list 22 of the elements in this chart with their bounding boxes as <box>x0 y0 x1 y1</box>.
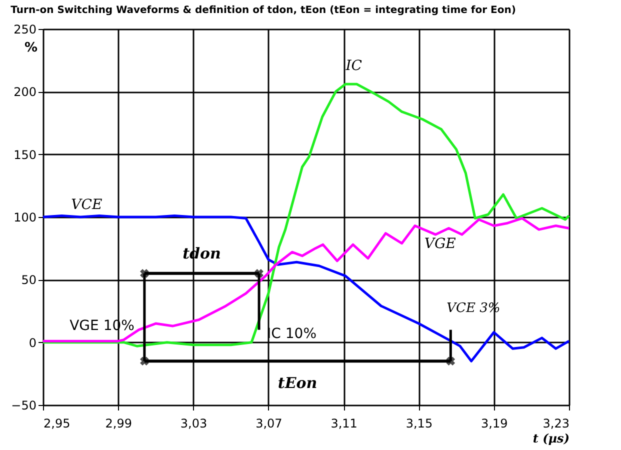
annotation: VGE <box>424 236 456 252</box>
x-tick-label: 3,15 <box>406 416 433 430</box>
annotation: VCE <box>71 197 102 213</box>
x-tick-label: 3,19 <box>481 416 508 430</box>
x-axis-title: t (µs) <box>532 432 570 446</box>
x-tick-label: 2,99 <box>105 416 132 430</box>
y-tick-label: 100 <box>14 210 36 224</box>
y-tick-label: 200 <box>14 85 36 100</box>
x-tick-label: 3,07 <box>256 416 282 430</box>
y-tick-label: 50 <box>21 273 36 288</box>
chart-title: Turn-on Switching Waveforms & definition of tdon, tEon (tEon = integrating time for Eon) <box>10 5 516 16</box>
x-tick-label: 3,23 <box>542 416 570 430</box>
x-tick-label: 3,03 <box>180 416 208 430</box>
y-axis-title: % <box>24 40 38 56</box>
y-tick-label: 0 <box>28 336 36 350</box>
y-tick-label: 250 <box>14 22 36 36</box>
x-tick-label: 3,11 <box>330 416 358 430</box>
series-label: tEon <box>278 374 318 392</box>
y-tick-label: 150 <box>14 148 36 162</box>
annotation: IC <box>344 58 362 74</box>
x-tick-label: 2,95 <box>44 416 70 430</box>
y-tick-label: −50 <box>11 398 36 412</box>
